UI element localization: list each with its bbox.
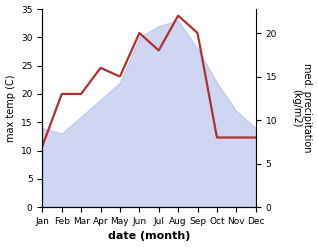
Y-axis label: max temp (C): max temp (C) xyxy=(5,74,16,142)
X-axis label: date (month): date (month) xyxy=(108,231,190,242)
Y-axis label: med. precipitation
(kg/m2): med. precipitation (kg/m2) xyxy=(291,63,313,153)
